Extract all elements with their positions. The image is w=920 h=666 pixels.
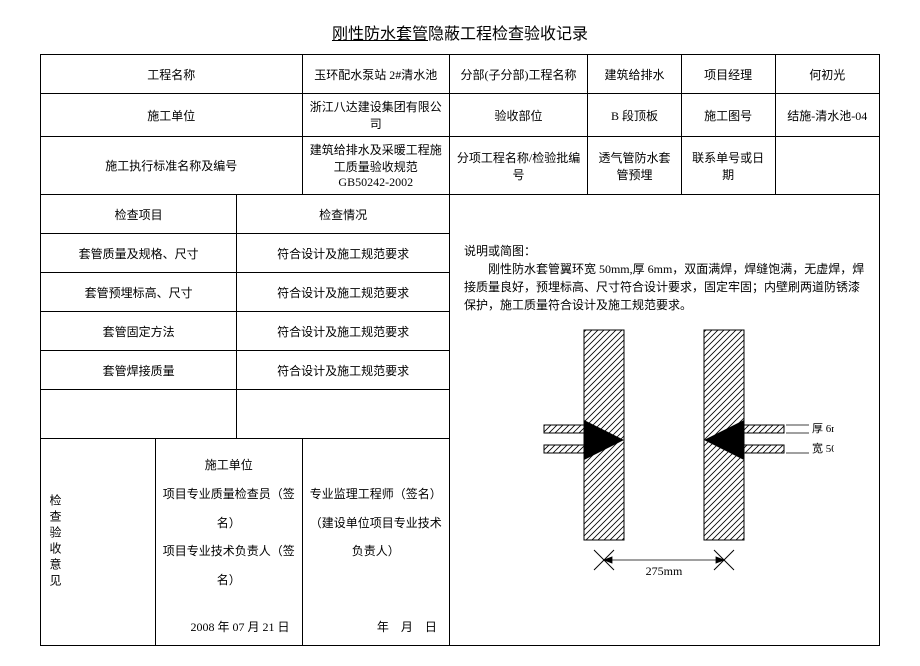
value [775, 137, 879, 195]
dim-flange-width: 宽 50mm [812, 441, 834, 455]
label: 项目经理 [681, 55, 775, 94]
empty-cell [41, 390, 237, 439]
check-items-table: 检查项目 检查情况 套管质量及规格、尺寸符合设计及施工规范要求 套管预埋标高、尺… [41, 195, 449, 438]
title-prefix: 刚性防水套管 [332, 26, 428, 43]
opinion-label: 检查验收意见 [47, 494, 64, 590]
label: 联系单号或日期 [681, 137, 775, 195]
explain-text: 刚性防水套管翼环宽 50mm,厚 6mm，双面满焊，焊缝饱满，无虚焊，焊接质量良… [464, 262, 864, 312]
sleeve-diagram: 275mm 厚 6mm 宽 50mm [494, 320, 834, 600]
sig-right-1: 专业监理工程师（签名） [309, 480, 443, 509]
value: 何初光 [775, 55, 879, 94]
label: 施工单位 [41, 94, 303, 137]
value: 建筑给排水 [588, 55, 682, 94]
check-item: 套管质量及规格、尺寸 [41, 234, 237, 273]
label: 验收部位 [449, 94, 587, 137]
check-item: 套管固定方法 [41, 312, 237, 351]
check-result: 符合设计及施工规范要求 [237, 312, 449, 351]
sig-left-date: 2008 年 07 月 21 日 [156, 607, 303, 646]
check-item: 套管焊接质量 [41, 351, 237, 390]
col-header: 检查项目 [41, 195, 237, 234]
opinion-label-cell: 检查验收意见 [41, 439, 156, 646]
dim-thickness: 厚 6mm [812, 422, 834, 435]
value: B 段顶板 [588, 94, 682, 137]
label: 施工图号 [681, 94, 775, 137]
label: 施工执行标准名称及编号 [41, 137, 303, 195]
value: 浙江八达建设集团有限公司 [302, 94, 449, 137]
explain-label: 说明或简图： [464, 244, 536, 258]
sig-right-2: （建设单位项目专业技术负责人） [309, 509, 443, 567]
label: 分项工程名称/检验批编号 [449, 137, 587, 195]
page-title: 刚性防水套管隐蔽工程检查验收记录 [40, 20, 880, 44]
value: 玉环配水泵站 2#清水池 [302, 55, 449, 94]
check-item: 套管预埋标高、尺寸 [41, 273, 237, 312]
dim-width: 275mm [646, 564, 683, 578]
col-header: 检查情况 [237, 195, 449, 234]
check-result: 符合设计及施工规范要求 [237, 351, 449, 390]
sig-left-2: 项目专业质量检查员（签名） [162, 480, 296, 538]
diagram-wrapper: 275mm 厚 6mm 宽 50mm [456, 320, 873, 604]
check-result: 符合设计及施工规范要求 [237, 234, 449, 273]
sig-right-date: 年 月 日 [302, 607, 449, 646]
value: 建筑给排水及采暖工程施工质量验收规范 GB50242-2002 [302, 137, 449, 195]
sig-right-block: 专业监理工程师（签名） （建设单位项目专业技术负责人） [302, 439, 449, 608]
explain-block: 说明或简图： 刚性防水套管翼环宽 50mm,厚 6mm，双面满焊，焊缝饱满，无虚… [456, 236, 873, 320]
sig-left-1: 施工单位 [162, 451, 296, 480]
explain-diagram-cell: 说明或简图： 刚性防水套管翼环宽 50mm,厚 6mm，双面满焊，焊缝饱满，无虚… [449, 195, 879, 646]
sig-left-3: 项目专业技术负责人（签名） [162, 537, 296, 595]
empty-cell [237, 390, 449, 439]
check-items-cell: 检查项目 检查情况 套管质量及规格、尺寸符合设计及施工规范要求 套管预埋标高、尺… [41, 195, 450, 439]
value: 结施-清水池-04 [775, 94, 879, 137]
record-table: 工程名称 玉环配水泵站 2#清水池 分部(子分部)工程名称 建筑给排水 项目经理… [40, 54, 880, 646]
check-result: 符合设计及施工规范要求 [237, 273, 449, 312]
label: 分部(子分部)工程名称 [449, 55, 587, 94]
label: 工程名称 [41, 55, 303, 94]
sig-left-block: 施工单位 项目专业质量检查员（签名） 项目专业技术负责人（签名） [156, 439, 303, 608]
value: 透气管防水套管预埋 [588, 137, 682, 195]
title-main: 隐蔽工程检查验收记录 [428, 26, 588, 43]
